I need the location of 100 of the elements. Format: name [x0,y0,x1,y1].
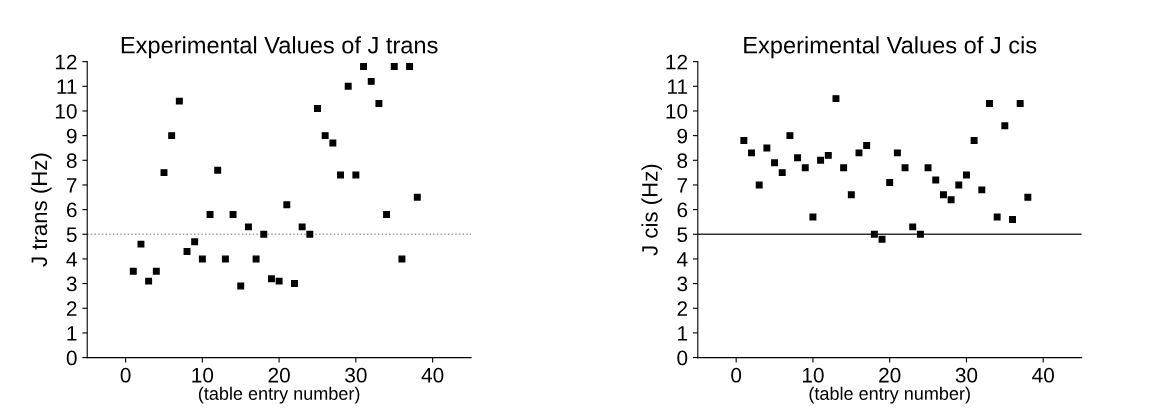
y-tick-label: 11 [57,79,77,94]
point [863,142,871,149]
point [840,164,848,172]
y-tick-label: 0 [677,350,688,366]
point [886,179,894,186]
chart-title: Experimental Values of J trans [121,36,438,59]
point [778,169,786,177]
x-tick-label: 20 [879,367,901,383]
point [786,132,794,140]
y-axis-title: J trans (Hz) [30,153,52,267]
x-axis-title: (table entry number) [198,386,360,404]
x-tick-label: 40 [1032,367,1054,383]
point [801,164,809,172]
point [306,230,314,238]
point [748,149,756,157]
point [794,154,802,162]
y-tick-label: 12 [55,54,77,70]
y-tick-label: 8 [66,153,77,169]
x-tick-label: 0 [120,367,131,383]
point [947,196,955,204]
y-tick-label: 5 [677,227,688,243]
y-tick-label: 4 [66,252,77,267]
point [244,223,252,231]
x-tick-label: 40 [421,367,444,383]
point [183,248,191,256]
y-tick-label: 5 [66,227,77,243]
y-tick-label: 10 [666,103,688,119]
point [229,211,237,219]
point [298,223,306,231]
x-tick-label: 30 [955,367,978,383]
point [978,186,986,194]
point [198,255,206,263]
y-tick-label: 7 [677,178,688,193]
point [383,211,391,219]
point [344,82,352,90]
y-tick-label: 9 [677,128,688,144]
y-tick-label: 12 [666,54,688,70]
y-tick-label: 10 [55,103,77,119]
y-tick-label: 7 [66,178,77,193]
point [329,139,337,147]
y-tick-label: 1 [678,326,688,341]
point [909,223,917,231]
point [817,156,825,164]
y-tick-label: 8 [677,153,688,169]
point [901,164,909,172]
point [893,149,901,157]
y-tick-label: 2 [677,301,688,316]
point [986,100,993,108]
point [137,240,145,248]
point [290,280,298,288]
point [970,137,978,145]
point [755,181,763,189]
y-tick-label: 11 [668,79,688,94]
point [847,191,855,199]
chart-title: Experimental Values of J cis [744,36,1037,59]
point [314,105,321,112]
point [375,100,383,108]
point [237,282,245,290]
y-tick-label: 3 [677,276,688,292]
x-tick-label: 30 [345,367,367,383]
y-tick-label: 4 [676,252,688,267]
point [763,144,771,152]
point [932,176,940,184]
point [352,171,360,179]
point [809,213,817,221]
point [398,255,406,263]
y-tick-label: 2 [66,301,77,316]
y-tick-label: 3 [66,276,77,292]
point [283,201,291,209]
point [939,191,947,199]
point [824,151,832,159]
point [924,164,932,172]
point [221,255,229,263]
point [870,230,878,238]
x-tick-label: 10 [802,367,824,383]
point [1009,216,1016,223]
point [878,235,886,243]
point [168,132,176,140]
point [832,95,840,103]
point [129,267,137,275]
point [1001,122,1009,130]
point [1016,100,1024,108]
point [771,159,779,167]
point [390,63,398,71]
point [855,149,863,157]
point [275,277,283,285]
x-tick-label: 20 [268,367,290,383]
point [152,267,160,275]
point [337,171,344,179]
point [740,137,748,145]
point [962,171,970,179]
x-axis-title: (table entry number) [809,386,970,404]
point [367,77,375,85]
point [191,238,199,246]
point [955,181,963,189]
y-tick-label: 6 [677,202,688,218]
y-tick-label: 1 [67,326,77,341]
point [214,166,222,174]
point [406,63,414,71]
point [206,211,214,219]
